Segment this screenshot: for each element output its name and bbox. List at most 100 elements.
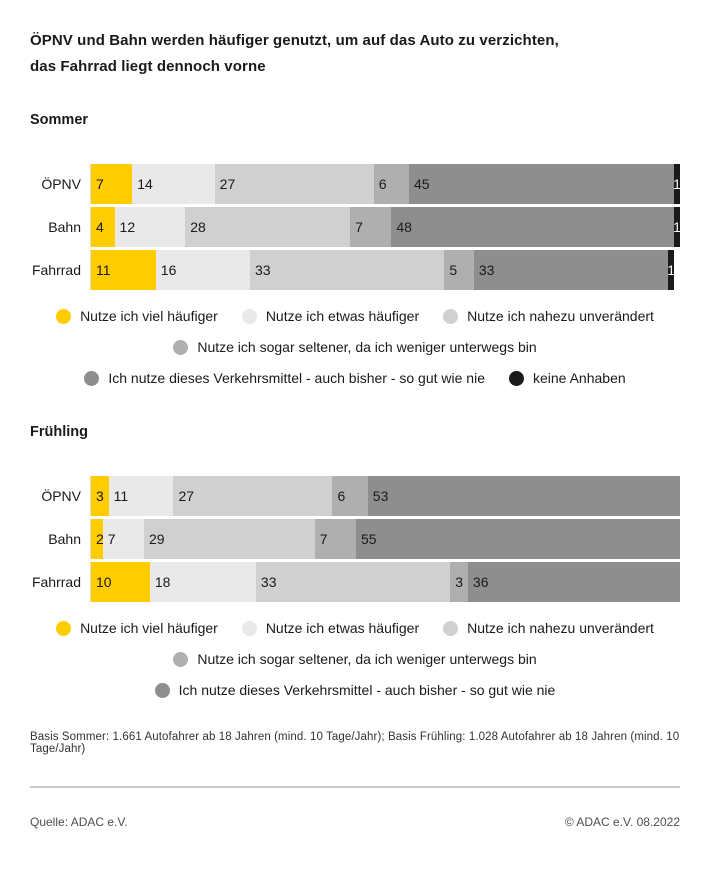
segment-value: 27 — [219, 176, 236, 192]
segment-value: 16 — [160, 262, 177, 278]
segment-value: 7 — [96, 176, 104, 192]
legend-row: Nutze ich sogar seltener, da ich weniger… — [173, 651, 537, 667]
bar-track: 2 7 29 7 55 — [90, 519, 680, 559]
bar-segment: 45 — [409, 164, 675, 204]
legend-label: Nutze ich sogar seltener, da ich weniger… — [197, 651, 537, 667]
bar-segment: 29 — [143, 519, 315, 559]
chart-title-line2: das Fahrrad liegt dennoch vorne — [30, 58, 266, 75]
bar-chart-fruehling: ÖPNV 3 11 27 6 53 Bahn 2 7 29 7 55 Fahrrad 10 18 33 3 36 — [30, 476, 680, 602]
legend-label: Nutze ich viel häufiger — [80, 620, 218, 636]
bar-segment: 6 — [373, 164, 410, 204]
bar-track: 10 18 33 3 36 — [90, 562, 680, 602]
segment-value: 12 — [119, 219, 136, 235]
legend-dot-icon — [509, 370, 524, 386]
legend-dot-icon — [443, 308, 459, 324]
legend-row: Nutze ich sogar seltener, da ich weniger… — [173, 339, 537, 355]
legend-sommer: Nutze ich viel häufiger Nutze ich etwas h… — [30, 308, 680, 386]
bar-segment: 11 — [108, 476, 174, 516]
bar-segment: 7 — [314, 519, 356, 559]
bar-segment: 28 — [185, 207, 351, 247]
segment-value: 1 — [667, 262, 676, 278]
legend-label: Nutze ich nahezu unverändert — [467, 308, 654, 324]
legend-item: Nutze ich etwas häufiger — [241, 308, 420, 324]
bar-track: 3 11 27 6 53 — [90, 476, 680, 516]
bar-chart-sommer: ÖPNV 7 14 27 6 45 1 Bahn 4 12 28 7 48 1 Fahrrad 11 16 33 5… — [30, 164, 681, 290]
legend-dot-icon — [56, 620, 72, 636]
category-label: Fahrrad — [31, 574, 81, 590]
legend-item: Nutze ich nahezu unverändert — [443, 620, 654, 636]
copyright-text: © ADAC e.V. 08.2022 — [564, 815, 680, 829]
bar-segment: 53 — [367, 476, 680, 516]
segment-value: 55 — [361, 531, 377, 547]
segment-value: 11 — [113, 488, 129, 504]
footer: Quelle: ADAC e.V. © ADAC e.V. 08.2022 — [30, 815, 680, 829]
bar-segment: 2 — [91, 519, 104, 559]
segment-value: 53 — [372, 488, 389, 504]
legend-dot-icon — [173, 339, 189, 355]
segment-value: 33 — [478, 262, 495, 278]
segment-value: 36 — [472, 574, 489, 590]
segment-value: 7 — [355, 219, 363, 235]
legend-dot-icon — [56, 308, 72, 324]
legend-item: Nutze ich sogar seltener, da ich weniger… — [173, 651, 537, 667]
bar-segment: 7 — [350, 207, 392, 247]
bar-segment: 48 — [391, 207, 675, 247]
bar-segment: 10 — [91, 562, 150, 602]
section-title-fruehling: Frühling — [30, 424, 88, 440]
bar-segment: 16 — [155, 250, 251, 290]
category-label: Bahn — [48, 531, 81, 547]
segment-value: 27 — [178, 488, 195, 504]
legend-label: Ich nutze dieses Verkehrsmittel - auch b… — [108, 370, 485, 386]
segment-value: 3 — [455, 574, 464, 590]
segment-value: 10 — [96, 574, 112, 590]
legend-label: Nutze ich viel häufiger — [80, 308, 218, 324]
legend-label: Nutze ich etwas häufiger — [265, 308, 420, 324]
legend-row: Nutze ich viel häufiger Nutze ich etwas h… — [56, 620, 654, 636]
source-text: Quelle: ADAC e.V. — [30, 815, 128, 829]
legend-item: Nutze ich etwas häufiger — [241, 620, 419, 636]
legend-label: keine Anhaben — [533, 370, 626, 386]
legend-label: Nutze ich sogar seltener, da ich weniger… — [197, 339, 537, 355]
segment-value: 28 — [190, 219, 206, 235]
segment-value: 14 — [137, 176, 153, 192]
segment-value: 48 — [396, 219, 412, 235]
bar-track: 11 16 33 5 33 1 — [90, 250, 680, 290]
segment-value: 45 — [414, 176, 430, 192]
bar-segment: 33 — [255, 562, 451, 602]
bar-row: Fahrrad 11 16 33 5 33 1 — [30, 250, 680, 290]
bar-segment: 12 — [114, 207, 186, 247]
bar-segment: 6 — [332, 476, 368, 516]
bar-row: Fahrrad 10 18 33 3 36 — [30, 562, 680, 602]
segment-value: 6 — [378, 176, 387, 192]
bar-segment: 3 — [91, 476, 109, 516]
legend-dot-icon — [241, 308, 257, 324]
segment-value: 1 — [673, 219, 681, 235]
legend-item: keine Anhaben — [509, 370, 626, 386]
segment-value: 33 — [255, 262, 271, 278]
bar-segment: 27 — [173, 476, 333, 516]
bar-row: ÖPNV 7 14 27 6 45 1 — [30, 164, 681, 204]
bar-segment: 33 — [250, 250, 445, 290]
segment-value: 6 — [337, 488, 346, 504]
segment-value: 3 — [96, 488, 104, 504]
bar-segment: 27 — [214, 164, 374, 204]
category-label: Fahrrad — [31, 262, 81, 278]
legend-label: Ich nutze dieses Verkehrsmittel - auch b… — [178, 682, 556, 698]
segment-value: 7 — [107, 531, 116, 547]
section-title-sommer: Sommer — [30, 112, 89, 128]
bar-row: Bahn 4 12 28 7 48 1 — [30, 207, 681, 247]
legend-dot-icon — [443, 620, 459, 636]
segment-value: 4 — [96, 219, 104, 235]
legend-label: Nutze ich nahezu unverändert — [467, 620, 654, 636]
bar-segment: 1 — [667, 250, 676, 290]
segment-value: 11 — [96, 262, 111, 278]
segment-value: 33 — [260, 574, 277, 590]
bar-row: Bahn 2 7 29 7 55 — [30, 519, 680, 559]
bar-segment: 7 — [91, 164, 133, 204]
category-label: Bahn — [48, 219, 81, 235]
bar-segment: 4 — [91, 207, 115, 247]
legend-dot-icon — [154, 682, 170, 698]
footer-divider — [30, 786, 680, 788]
bar-segment: 11 — [91, 250, 156, 290]
